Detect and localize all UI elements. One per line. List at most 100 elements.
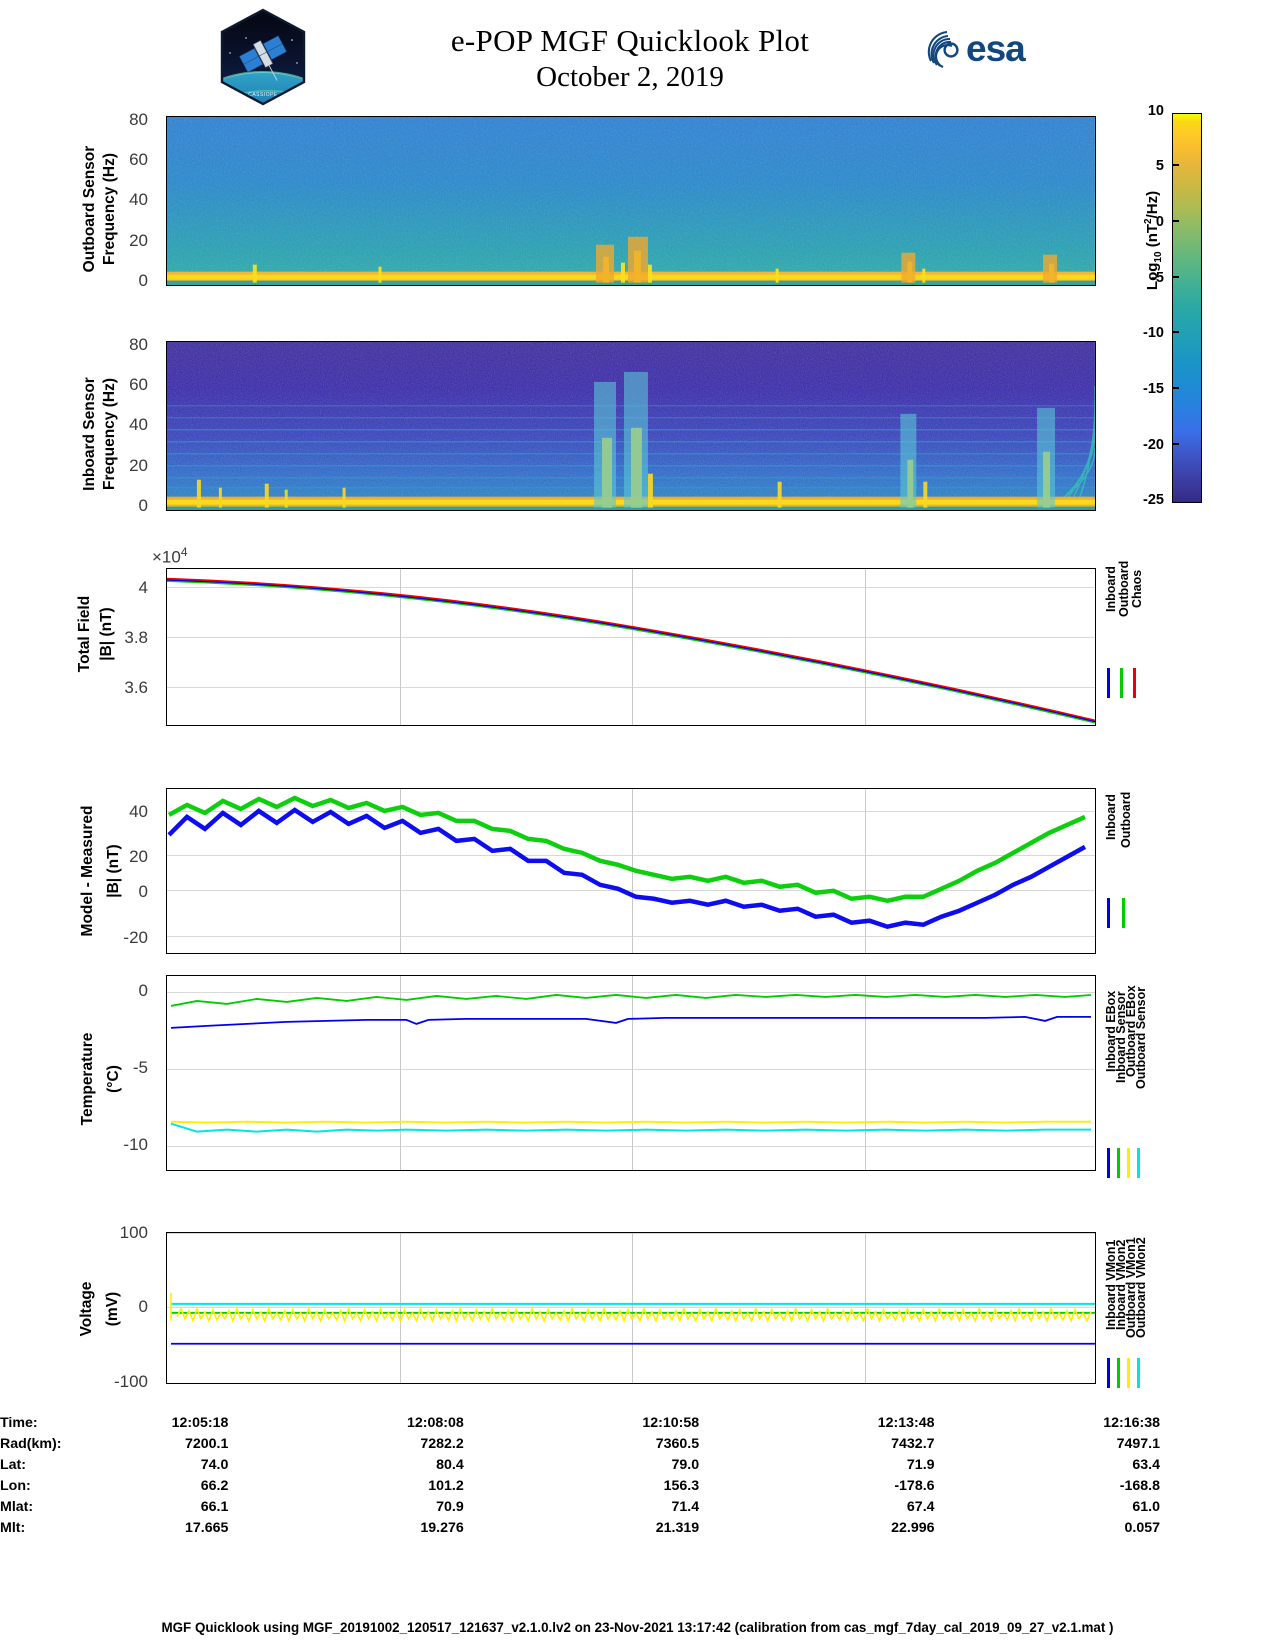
total-field-ylabel-line1: Total Field bbox=[76, 595, 93, 673]
mlat-value-1: 66.1 bbox=[200, 1498, 229, 1515]
rad-value-2: 7282.2 bbox=[420, 1435, 464, 1452]
inboard-ytick-40: 40 bbox=[129, 415, 148, 434]
inboard-spectrogram-plot[interactable] bbox=[166, 341, 1096, 511]
voltage-swatch-outboard-vmon1 bbox=[1127, 1358, 1130, 1388]
temperature-swatch-inboard-ebox bbox=[1107, 1148, 1110, 1178]
rad-value-1: 7200.1 bbox=[184, 1435, 229, 1452]
model-measured-ytick-20: 20 bbox=[129, 847, 148, 866]
time-value-4: 12:13:48 bbox=[877, 1414, 935, 1431]
voltage-swatch-inboard-vmon2 bbox=[1117, 1358, 1120, 1388]
outboard-ytick-20: 20 bbox=[129, 231, 148, 250]
page-header: CASSIOPE e-POP MGF Quicklook Plot Octobe… bbox=[0, 0, 1275, 110]
esa-swirl-icon bbox=[927, 30, 959, 68]
colorbar-tick--10: -10 bbox=[1143, 325, 1164, 341]
total-field-plot[interactable] bbox=[166, 568, 1096, 726]
mlat-value-3: 71.4 bbox=[671, 1498, 700, 1515]
time-value-1: 12:05:18 bbox=[171, 1414, 229, 1431]
cassiope-mission-patch-icon: CASSIOPE bbox=[220, 8, 306, 106]
model-measured-ylabel-line1: Model - Measured bbox=[79, 805, 96, 937]
temperature-traces bbox=[170, 994, 1092, 1133]
footer-provenance: MGF Quicklook using MGF_20191002_120517_… bbox=[161, 1620, 1114, 1635]
total-field-ytick-4: 4 bbox=[138, 578, 148, 597]
colorbar bbox=[1172, 113, 1202, 503]
mlt-value-3: 21.319 bbox=[655, 1519, 700, 1536]
lat-value-5: 63.4 bbox=[1132, 1456, 1160, 1473]
total-field-swatch-outboard bbox=[1120, 668, 1123, 698]
table-row: Lon: 66.2 101.2 156.3 -178.6 -168.8 bbox=[0, 1475, 1160, 1496]
total-field-ytick-3.6: 3.6 bbox=[124, 678, 148, 697]
mlat-value-4: 67.4 bbox=[906, 1498, 935, 1515]
mlt-value-4: 22.996 bbox=[891, 1519, 935, 1536]
colorbar-tick--20: -20 bbox=[1143, 437, 1164, 453]
time-value-5: 12:16:38 bbox=[1103, 1414, 1160, 1431]
outboard-spectrogram-image bbox=[167, 117, 1095, 285]
model-measured-legend-outboard: Outboard bbox=[1119, 791, 1133, 848]
time-value-3: 12:10:58 bbox=[642, 1414, 700, 1431]
exponent-power: 4 bbox=[180, 545, 188, 559]
table-row: Rad(km): 7200.1 7282.2 7360.5 7432.7 749… bbox=[0, 1433, 1160, 1454]
table-row: Mlt: 17.665 19.276 21.319 22.996 0.057 bbox=[0, 1517, 1160, 1538]
outboard-spectrogram-ylabel-line1: Outboard Sensor bbox=[81, 145, 98, 273]
table-row: Mlat: 66.1 70.9 71.4 67.4 61.0 bbox=[0, 1496, 1160, 1517]
temperature-ytick--10: -10 bbox=[123, 1135, 148, 1154]
model-measured-plot[interactable] bbox=[166, 788, 1096, 954]
rad-value-3: 7360.5 bbox=[655, 1435, 700, 1452]
voltage-ytick-0: 0 bbox=[138, 1297, 148, 1316]
voltage-legend-outboard-vmon2: Outboard VMon2 bbox=[1134, 1237, 1148, 1338]
model-measured-ytick--20: -20 bbox=[123, 928, 148, 947]
colorbar-tick--15: -15 bbox=[1143, 381, 1164, 397]
row-label-time: Time: bbox=[0, 1414, 38, 1431]
colorbar-tick--25: -25 bbox=[1143, 492, 1164, 508]
total-field-swatch-inboard bbox=[1107, 668, 1110, 698]
colorbar-axis-label: Log10 (nT2/Hz) bbox=[1143, 191, 1164, 290]
total-field-ytick-3.8: 3.8 bbox=[124, 628, 148, 647]
total-field-traces bbox=[167, 577, 1095, 724]
row-label-mlt: Mlt: bbox=[0, 1519, 26, 1536]
row-label-rad: Rad(km): bbox=[0, 1435, 62, 1452]
row-label-lon: Lon: bbox=[0, 1477, 31, 1494]
model-measured-ytick-0: 0 bbox=[138, 882, 148, 901]
lat-value-2: 80.4 bbox=[436, 1456, 464, 1473]
inboard-spectrogram-image bbox=[167, 342, 1095, 510]
voltage-swatch-outboard-vmon2 bbox=[1137, 1358, 1140, 1388]
voltage-swatch-inboard-vmon1 bbox=[1107, 1358, 1110, 1388]
model-measured-ytick-40: 40 bbox=[129, 802, 148, 821]
temperature-swatch-inboard-sensor bbox=[1117, 1148, 1120, 1178]
outboard-ytick-80: 80 bbox=[129, 110, 148, 129]
model-measured-legend-inboard: Inboard bbox=[1104, 794, 1118, 840]
model-measured-swatch-inboard bbox=[1107, 898, 1110, 928]
inboard-ytick-60: 60 bbox=[129, 375, 148, 394]
colorbar-tick-0: 0 bbox=[1155, 214, 1164, 230]
colorbar-label-unit-open: (nT bbox=[1144, 223, 1162, 252]
temperature-ytick--5: -5 bbox=[132, 1058, 148, 1077]
svg-text:CASSIOPE: CASSIOPE bbox=[248, 92, 278, 98]
mlt-value-5: 0.057 bbox=[1124, 1519, 1160, 1536]
inboard-ytick-0: 0 bbox=[138, 496, 148, 515]
esa-logo: esa bbox=[925, 28, 1043, 72]
voltage-plot[interactable] bbox=[166, 1232, 1096, 1384]
lat-value-1: 74.0 bbox=[200, 1456, 229, 1473]
voltage-ytick-100: 100 bbox=[119, 1223, 148, 1242]
voltage-traces bbox=[170, 1292, 1095, 1345]
lat-value-4: 71.9 bbox=[906, 1456, 935, 1473]
table-row: Time: 12:05:18 12:08:08 12:10:58 12:13:4… bbox=[0, 1412, 1160, 1433]
temperature-plot[interactable] bbox=[166, 975, 1096, 1171]
row-label-mlat: Mlat: bbox=[0, 1498, 34, 1515]
mlat-value-2: 70.9 bbox=[436, 1498, 464, 1515]
lon-value-3: 156.3 bbox=[663, 1477, 700, 1494]
title-line-2: October 2, 2019 bbox=[536, 60, 724, 93]
inboard-spectrogram-ylabel-line1: Inboard Sensor bbox=[81, 377, 98, 491]
temperature-ytick-0: 0 bbox=[138, 981, 148, 1000]
lon-value-4: -178.6 bbox=[894, 1477, 935, 1494]
temperature-swatch-outboard-sensor bbox=[1137, 1148, 1140, 1178]
lat-value-3: 79.0 bbox=[671, 1456, 700, 1473]
outboard-spectrogram-plot[interactable] bbox=[166, 116, 1096, 286]
exponent-mantissa: ×10 bbox=[152, 547, 181, 567]
lon-value-5: -168.8 bbox=[1119, 1477, 1160, 1494]
mlat-value-5: 61.0 bbox=[1132, 1498, 1160, 1515]
colorbar-label-sub: 10 bbox=[1153, 251, 1165, 263]
colorbar-tick--5: -5 bbox=[1151, 270, 1164, 286]
time-value-2: 12:08:08 bbox=[406, 1414, 464, 1431]
total-field-legend-inboard: Inboard bbox=[1104, 566, 1118, 612]
colorbar-label-unit-close: /Hz) bbox=[1144, 190, 1162, 219]
